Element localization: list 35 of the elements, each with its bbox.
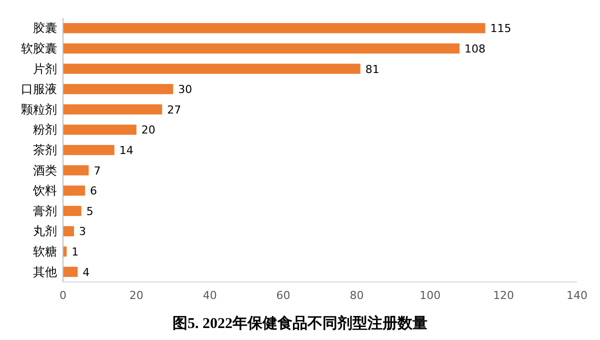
data-label: 20 [141, 124, 156, 137]
y-tick-label: 软糖 [33, 244, 57, 259]
x-tick-label: 60 [276, 289, 290, 302]
data-label: 1 [72, 246, 79, 259]
x-tick-label: 20 [129, 289, 144, 302]
y-tick-label: 口服液 [21, 82, 57, 96]
x-tick-label: 120 [493, 289, 514, 302]
text: 图5. 2022年保健食品不同剂型注册数量 [172, 314, 428, 332]
x-tick-label: 40 [202, 289, 217, 302]
x-tick-label: 140 [566, 289, 588, 302]
y-tick-label: 片剂 [33, 62, 57, 76]
data-label: 3 [79, 225, 86, 238]
data-label: 108 [464, 42, 486, 56]
data-label: 14 [119, 144, 134, 157]
x-tick-label: 80 [350, 289, 364, 302]
y-tick-label: 丸剂 [33, 224, 57, 238]
data-label: 5 [86, 204, 94, 218]
data-label: 81 [365, 62, 380, 76]
y-tick-label: 其他 [33, 264, 57, 279]
x-tick-label: 100 [420, 289, 441, 302]
data-label: 30 [178, 83, 192, 96]
y-tick-label: 颗粒剂 [21, 102, 57, 116]
data-label: 6 [90, 184, 98, 198]
y-tick-label: 茶剂 [33, 143, 57, 157]
y-tick-label: 粉剂 [33, 122, 57, 137]
y-tick-label: 饮料 [32, 184, 57, 198]
y-tick-label: 胶囊 [33, 21, 57, 36]
data-label: 4 [82, 266, 90, 279]
data-label: 7 [94, 164, 101, 178]
x-tick-label: 0 [60, 289, 66, 302]
data-label: 27 [167, 103, 182, 116]
y-tick-label: 软胶囊 [21, 41, 57, 56]
y-tick-label: 酒类 [33, 163, 57, 178]
data-label: 115 [490, 22, 512, 36]
y-tick-label: 膏剂 [33, 204, 57, 218]
